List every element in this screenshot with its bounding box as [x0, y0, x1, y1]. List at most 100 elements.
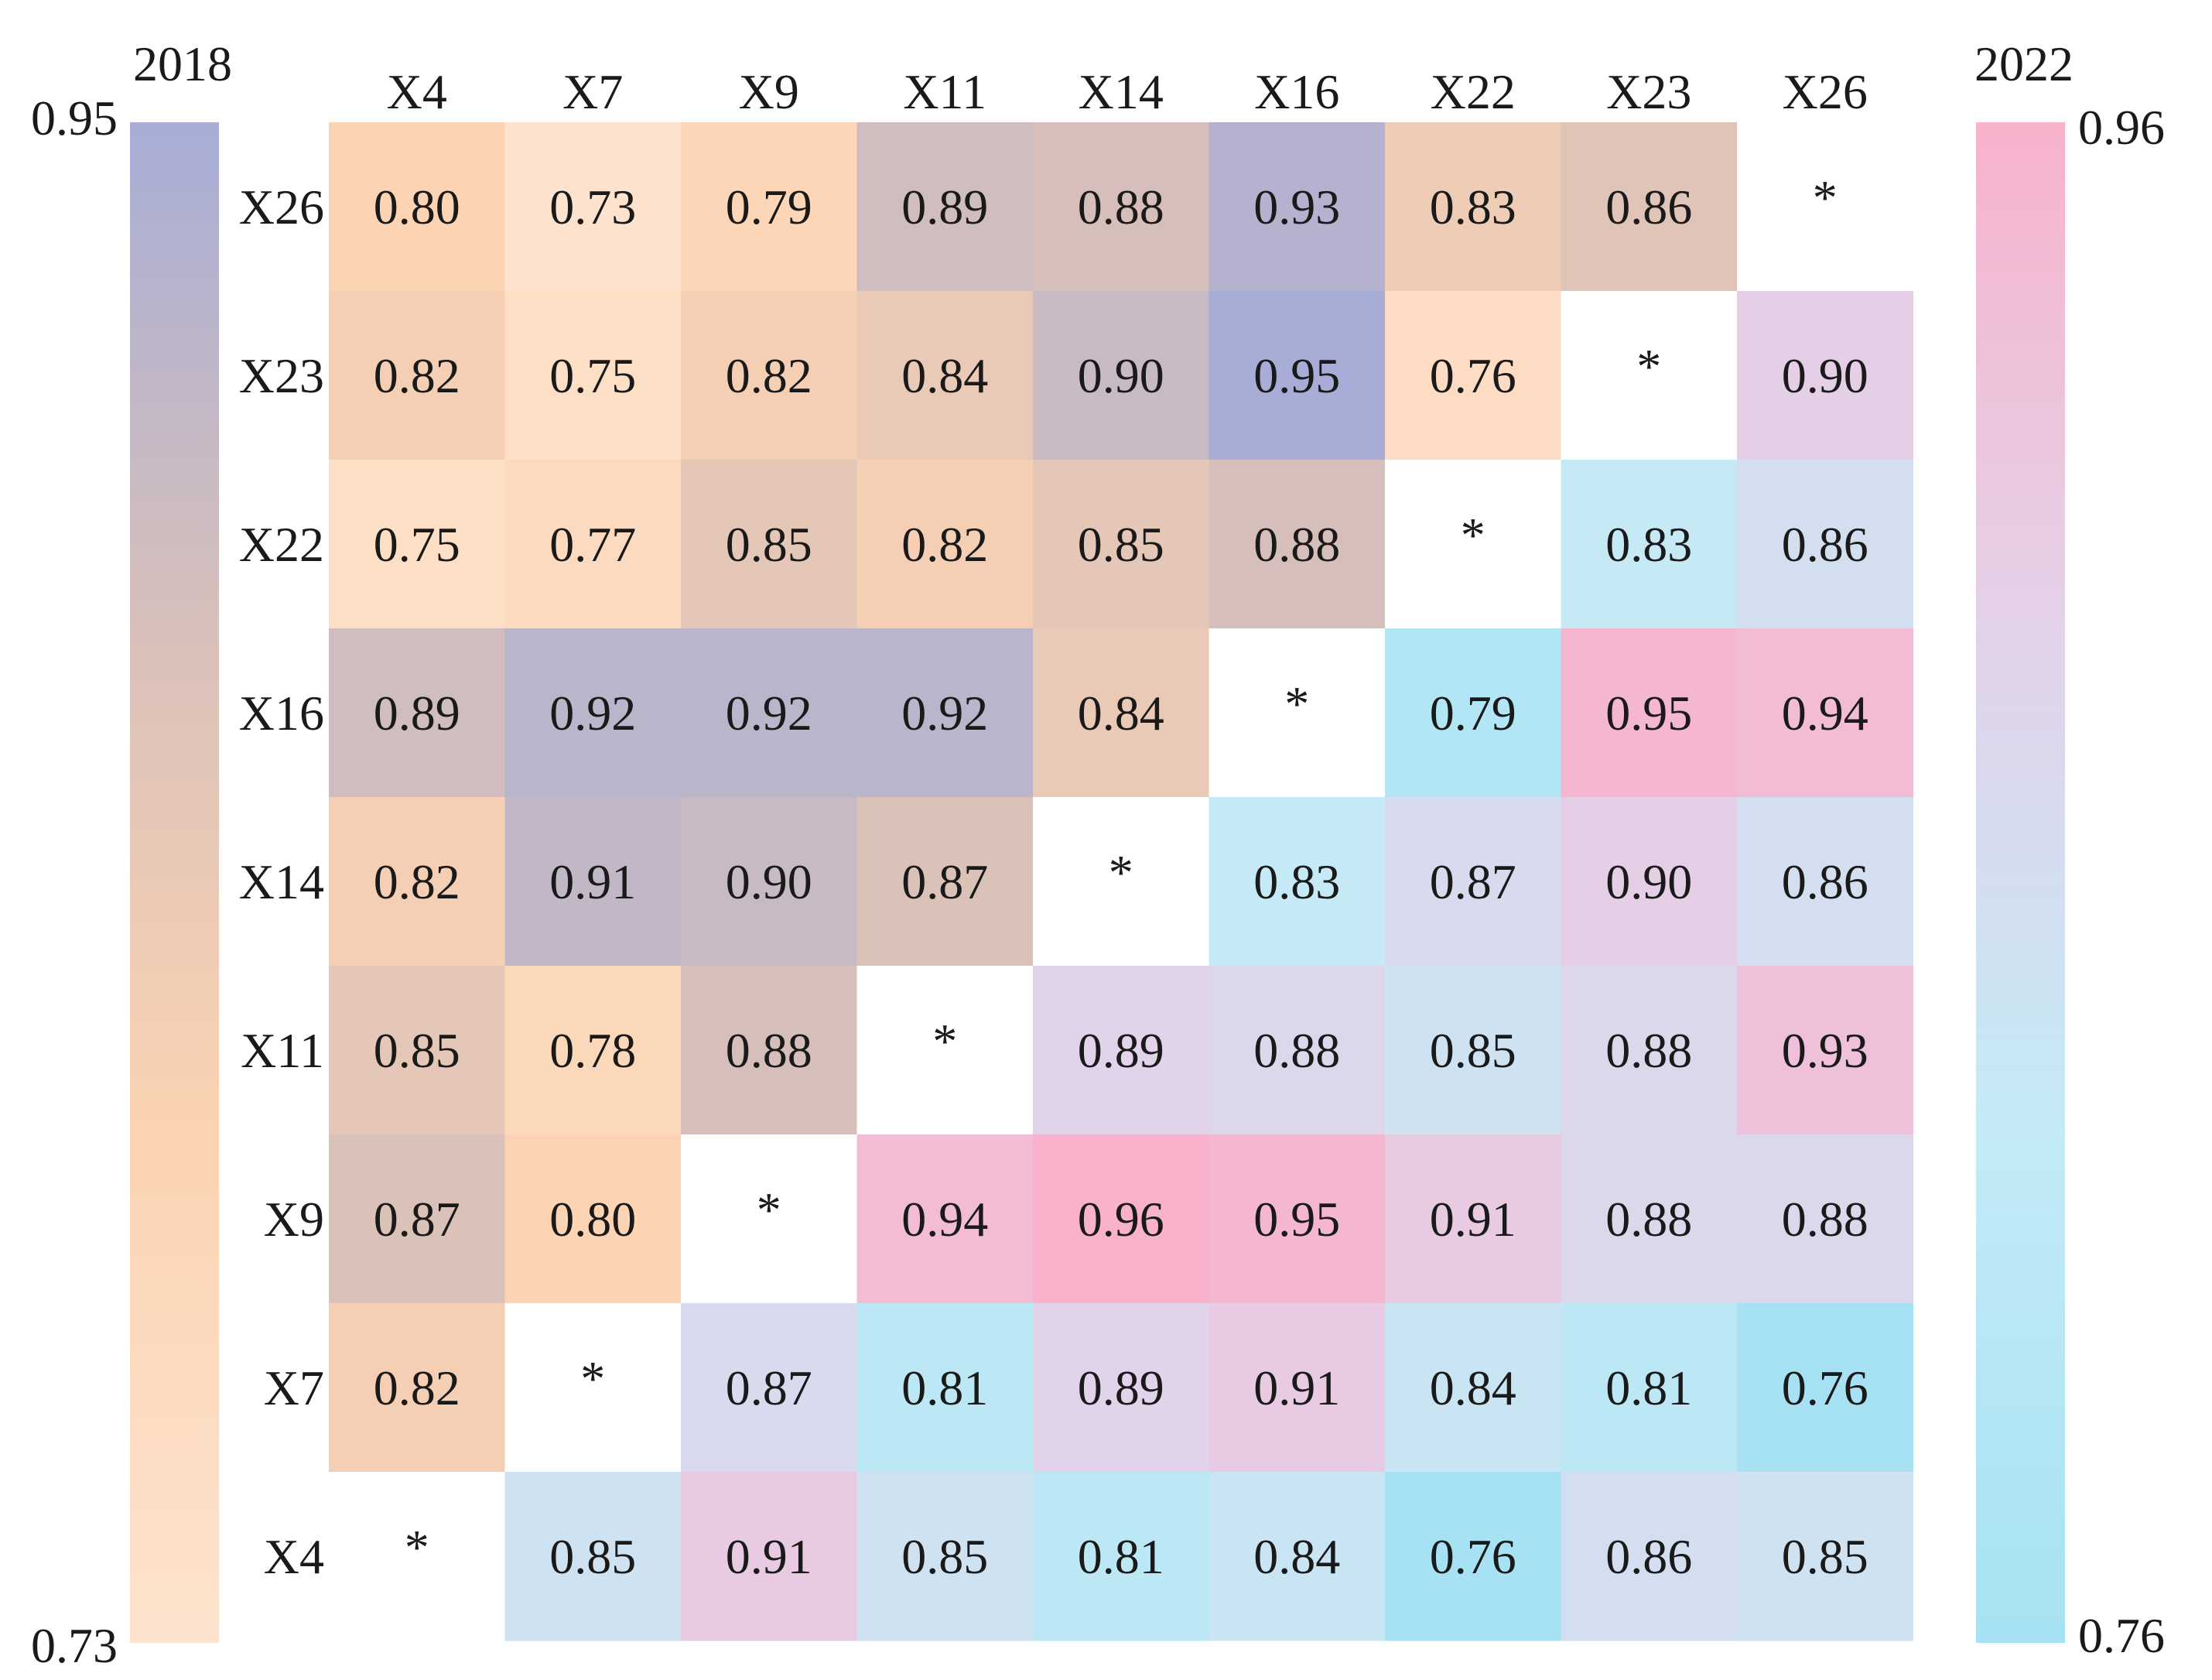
column-label: X16 — [1254, 64, 1339, 119]
cell-value: 0.90 — [1605, 854, 1692, 909]
cell-value: 0.85 — [1078, 517, 1164, 572]
cell-2018 — [1033, 460, 1209, 629]
diagonal-cell — [1737, 122, 1913, 292]
cell-2018 — [1209, 460, 1386, 629]
cell-value: 0.87 — [726, 1360, 812, 1415]
cell-2022 — [856, 1472, 1034, 1641]
cell-2018 — [504, 1134, 682, 1304]
cell-2018 — [681, 460, 857, 629]
cell-value: 0.76 — [1782, 1360, 1868, 1415]
cell-2022 — [1209, 797, 1386, 967]
cell-2022 — [1737, 1472, 1913, 1641]
diagonal-marker: * — [1636, 339, 1661, 394]
cell-value: 0.91 — [549, 854, 636, 909]
cell-2022 — [1385, 966, 1561, 1135]
cell-value: 0.91 — [1430, 1192, 1516, 1247]
cell-2022 — [1737, 291, 1913, 460]
cell-2022 — [1737, 628, 1913, 798]
column-label: X4 — [387, 64, 447, 119]
diagonal-cell — [681, 1134, 857, 1304]
cell-value: 0.89 — [1078, 1023, 1164, 1078]
legend-2018-year: 2018 — [133, 36, 232, 91]
cell-value: 0.84 — [1078, 686, 1164, 741]
cell-value: 0.82 — [374, 854, 460, 909]
cell-value: 0.92 — [726, 686, 812, 741]
cell-value: 0.85 — [1782, 1529, 1868, 1584]
cell-2018 — [504, 797, 682, 967]
cell-value: 0.93 — [1782, 1023, 1868, 1078]
cell-value: 0.88 — [1078, 180, 1164, 234]
cell-2022 — [1209, 966, 1386, 1135]
cell-2022 — [1737, 1134, 1913, 1304]
cell-value: 0.84 — [901, 348, 988, 403]
cell-value: 0.91 — [1253, 1360, 1340, 1415]
cell-2018 — [856, 122, 1034, 292]
cell-2022 — [1737, 966, 1913, 1135]
cell-value: 0.88 — [1253, 1023, 1340, 1078]
cell-value: 0.75 — [374, 517, 460, 572]
cell-value: 0.88 — [1253, 517, 1340, 572]
cell-2018 — [504, 628, 682, 798]
row-label: X26 — [239, 180, 324, 234]
cell-2022 — [1209, 1472, 1386, 1641]
cell-2022 — [1385, 797, 1561, 967]
cell-value: 0.81 — [1605, 1360, 1692, 1415]
diagonal-marker: * — [1813, 170, 1838, 225]
cell-2018 — [856, 797, 1034, 967]
diagonal-marker: * — [1109, 845, 1133, 900]
cell-value: 0.83 — [1605, 517, 1692, 572]
cell-2022 — [504, 1472, 682, 1641]
diagonal-marker: * — [932, 1014, 957, 1069]
cell-value: 0.92 — [549, 686, 636, 741]
cell-2018 — [856, 291, 1034, 460]
cell-value: 0.94 — [901, 1192, 988, 1247]
cell-2022 — [1033, 1303, 1209, 1473]
row-label: X23 — [239, 348, 324, 403]
row-label: X14 — [239, 854, 324, 909]
diagonal-cell — [329, 1472, 505, 1641]
cell-2022 — [1385, 628, 1561, 798]
row-label: X9 — [264, 1192, 324, 1247]
cell-2018 — [1561, 122, 1738, 292]
cell-2018 — [504, 460, 682, 629]
cell-2018 — [329, 460, 505, 629]
diagonal-cell — [1033, 797, 1209, 967]
legend-2018-max: 0.95 — [31, 91, 118, 145]
column-label: X7 — [562, 64, 623, 119]
cell-value: 0.80 — [374, 180, 460, 234]
cell-value: 0.77 — [549, 517, 636, 572]
cell-2018 — [329, 628, 505, 798]
cell-2018 — [1033, 291, 1209, 460]
cell-value: 0.84 — [1253, 1529, 1340, 1584]
diagonal-cell — [1209, 628, 1386, 798]
cell-2022 — [1737, 797, 1913, 967]
cell-value: 0.95 — [1253, 1192, 1340, 1247]
row-label: X7 — [264, 1360, 324, 1415]
cell-2022 — [1561, 797, 1738, 967]
cell-value: 0.83 — [1430, 180, 1516, 234]
cell-2018 — [1033, 122, 1209, 292]
row-labels: X26 X23 X22 X16 X14 X11 X9 X7 X4 — [239, 180, 324, 1584]
cell-value: 0.89 — [901, 180, 988, 234]
cell-value: 0.75 — [549, 348, 636, 403]
cell-value: 0.82 — [901, 517, 988, 572]
cell-2022 — [1561, 1472, 1738, 1641]
cell-value: 0.92 — [901, 686, 988, 741]
cell-2018 — [856, 628, 1034, 798]
cell-2018 — [329, 1134, 505, 1304]
row-label: X11 — [241, 1023, 324, 1078]
cell-2018 — [681, 122, 857, 292]
cell-2022 — [1561, 460, 1738, 629]
cell-value: 0.82 — [374, 1360, 460, 1415]
cell-value: 0.81 — [1078, 1529, 1164, 1584]
diagonal-marker: * — [405, 1520, 429, 1575]
cell-2018 — [1033, 628, 1209, 798]
cell-value: 0.88 — [1605, 1192, 1692, 1247]
cell-value: 0.79 — [1430, 686, 1516, 741]
cell-value: 0.90 — [726, 854, 812, 909]
diagonal-cell — [1561, 291, 1738, 460]
column-label: X26 — [1783, 64, 1868, 119]
cell-value: 0.90 — [1782, 348, 1868, 403]
cell-value: 0.83 — [1253, 854, 1340, 909]
cell-2018 — [1385, 291, 1561, 460]
